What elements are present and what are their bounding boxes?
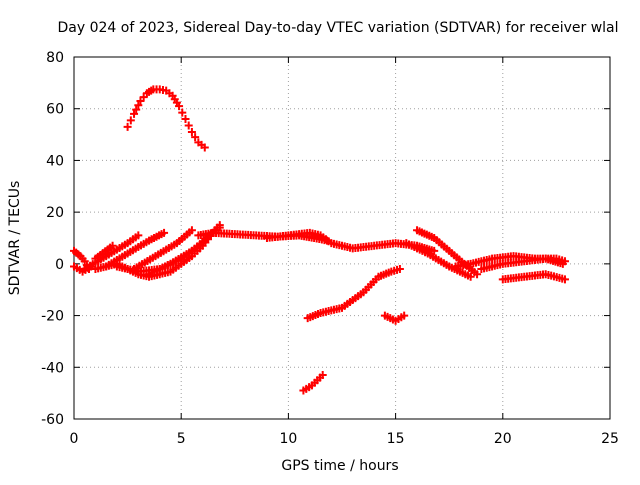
data-point	[184, 121, 193, 130]
data-point	[430, 246, 439, 255]
data-point	[191, 133, 200, 142]
y-tick-label: 60	[46, 102, 64, 118]
data-layer	[70, 85, 569, 395]
data-point	[108, 241, 117, 250]
data-point	[87, 262, 96, 271]
data-point	[400, 311, 409, 320]
x-axis-label: GPS time / hours	[281, 458, 398, 474]
series-track-neg-47	[299, 371, 327, 395]
series-track-descend	[413, 226, 482, 279]
x-tick-label: 25	[601, 431, 619, 447]
x-tick-label: 15	[387, 431, 405, 447]
x-tick-label: 20	[494, 431, 512, 447]
x-tick-label: 10	[279, 431, 297, 447]
axis-ticks: 0 5 10 15 20 25 -60 -40 -20 0 20 40 60 80	[41, 50, 619, 447]
series-track-slope-d	[91, 241, 117, 263]
data-point	[395, 265, 404, 274]
data-point	[181, 115, 190, 124]
series-track-right-band-3	[498, 270, 569, 284]
y-tick-label: -40	[41, 360, 64, 376]
data-point	[200, 143, 209, 152]
data-point	[187, 226, 196, 235]
series-track-slope-b	[102, 228, 169, 271]
data-point	[560, 275, 569, 284]
y-tick-label: -20	[41, 309, 64, 325]
data-point	[215, 223, 224, 232]
series-track-slope-c	[130, 226, 196, 274]
data-point	[318, 371, 327, 380]
data-point	[175, 102, 184, 111]
data-point	[132, 105, 141, 114]
series-track-neg-20-b	[380, 311, 409, 325]
data-point	[130, 109, 139, 118]
series-track-high-arc	[123, 85, 209, 152]
data-point	[160, 228, 169, 237]
series-track-main-band-2	[262, 228, 439, 255]
y-tick-label: 40	[46, 153, 64, 169]
series-track-left-edge-2	[70, 262, 96, 276]
series-track-descend-2	[402, 239, 475, 281]
data-point	[558, 259, 567, 268]
y-tick-label: 20	[46, 205, 64, 221]
series-track-right-band-2	[477, 254, 567, 274]
plot-frame	[73, 56, 611, 420]
series-track-rise-3	[145, 223, 224, 279]
data-point	[123, 122, 132, 131]
series-track-neg-20	[303, 265, 404, 323]
y-tick-label: 80	[46, 50, 64, 66]
y-axis-label: SDTVAR / TECUs	[7, 181, 23, 296]
x-tick-label: 0	[70, 431, 79, 447]
data-point	[466, 272, 475, 281]
y-tick-label: 0	[55, 257, 64, 273]
chart-title: Day 024 of 2023, Sidereal Day-to-day VTE…	[57, 20, 618, 36]
data-point	[178, 108, 187, 117]
data-point	[134, 231, 143, 240]
x-tick-label: 5	[177, 431, 186, 447]
data-point	[126, 116, 135, 125]
data-point	[473, 270, 482, 279]
data-point	[134, 101, 143, 110]
data-point	[187, 127, 196, 136]
y-tick-label: -60	[41, 412, 64, 428]
